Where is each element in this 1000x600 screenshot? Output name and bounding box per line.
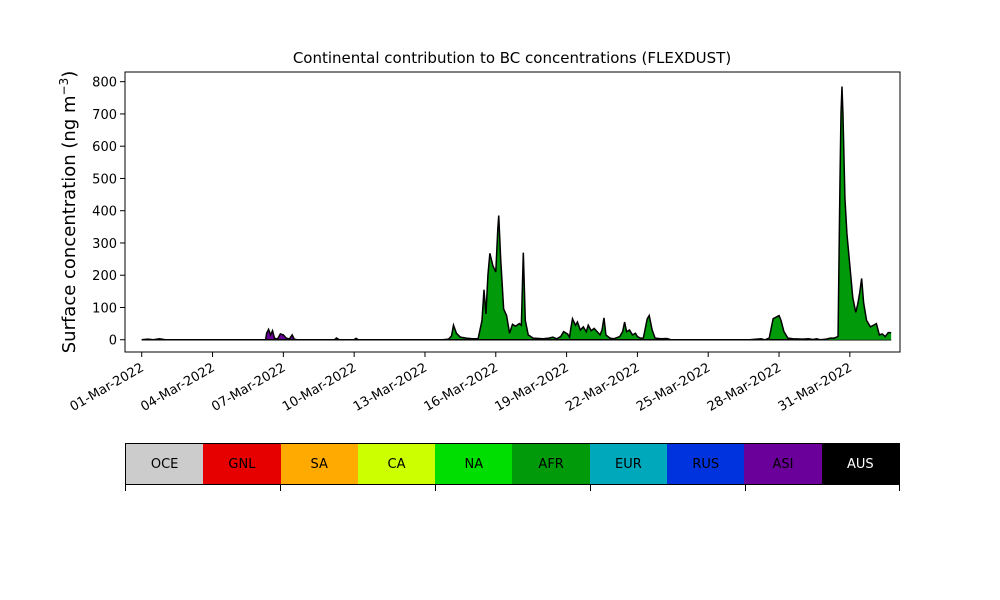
legend-item-aus: AUS bbox=[821, 444, 899, 484]
legend-item-sa: SA bbox=[280, 444, 358, 484]
legend-item-afr: AFR bbox=[512, 444, 590, 484]
legend-tick bbox=[899, 485, 900, 491]
legend-item-rus: RUS bbox=[667, 444, 745, 484]
x-tick-label: 04-Mar-2022 bbox=[138, 360, 217, 414]
x-tick-label: 10-Mar-2022 bbox=[280, 360, 359, 414]
total-line-afr bbox=[442, 86, 892, 341]
legend-item-oce: OCE bbox=[126, 444, 204, 484]
legend-item-na: NA bbox=[435, 444, 513, 484]
y-tick-label: 100 bbox=[92, 301, 117, 316]
x-tick-label: 16-Mar-2022 bbox=[422, 360, 501, 414]
legend-tick bbox=[745, 485, 746, 491]
x-tick-label: 13-Mar-2022 bbox=[351, 360, 430, 414]
x-tick-label: 01-Mar-2022 bbox=[68, 360, 147, 414]
y-tick-label: 200 bbox=[92, 269, 117, 284]
total-line-extra bbox=[141, 337, 821, 341]
legend-item-asi: ASI bbox=[744, 444, 822, 484]
legend-tick bbox=[280, 485, 281, 491]
y-tick-label: 0 bbox=[109, 334, 117, 349]
y-axis-label-close: ) bbox=[59, 71, 80, 78]
svg-text:Surface concentration (ng m−3): Surface concentration (ng m−3) bbox=[57, 71, 80, 354]
legend-colorbar: OCE GNL SA CA NA AFR EUR RUS ASI AUS bbox=[125, 443, 900, 485]
y-tick-label: 500 bbox=[92, 172, 117, 187]
y-tick-label: 400 bbox=[92, 205, 117, 220]
chart-title: Continental contribution to BC concentra… bbox=[293, 49, 731, 67]
x-tick-label: 22-Mar-2022 bbox=[563, 360, 642, 414]
legend-tick bbox=[590, 485, 591, 491]
y-tick-label: 700 bbox=[92, 108, 117, 123]
x-tick-label: 19-Mar-2022 bbox=[492, 360, 571, 414]
x-tick-label: 07-Mar-2022 bbox=[209, 360, 288, 414]
y-axis: 0 100 200 300 400 500 600 700 800 bbox=[92, 76, 125, 349]
x-tick-label: 28-Mar-2022 bbox=[705, 360, 784, 414]
x-tick-label: 31-Mar-2022 bbox=[776, 360, 855, 414]
y-axis-label-sup: −3 bbox=[57, 78, 71, 96]
y-tick-label: 800 bbox=[92, 76, 117, 91]
legend-tick bbox=[435, 485, 436, 491]
legend-item-ca: CA bbox=[357, 444, 436, 484]
x-tick-label: 25-Mar-2022 bbox=[634, 360, 713, 414]
y-axis-label-text: Surface concentration (ng m bbox=[59, 95, 80, 353]
legend-item-gnl: GNL bbox=[203, 444, 281, 484]
y-axis-label: Surface concentration (ng m−3) bbox=[57, 71, 80, 354]
legend-tick bbox=[125, 485, 126, 491]
plot-frame bbox=[124, 71, 901, 353]
plot-area bbox=[141, 86, 892, 341]
x-axis: 01-Mar-202204-Mar-202207-Mar-202210-Mar-… bbox=[68, 352, 855, 415]
y-tick-label: 300 bbox=[92, 237, 117, 252]
legend-item-eur: EUR bbox=[589, 444, 668, 484]
legend-ticks bbox=[125, 485, 900, 493]
y-tick-label: 600 bbox=[92, 140, 117, 155]
series-area-afr bbox=[442, 86, 892, 340]
